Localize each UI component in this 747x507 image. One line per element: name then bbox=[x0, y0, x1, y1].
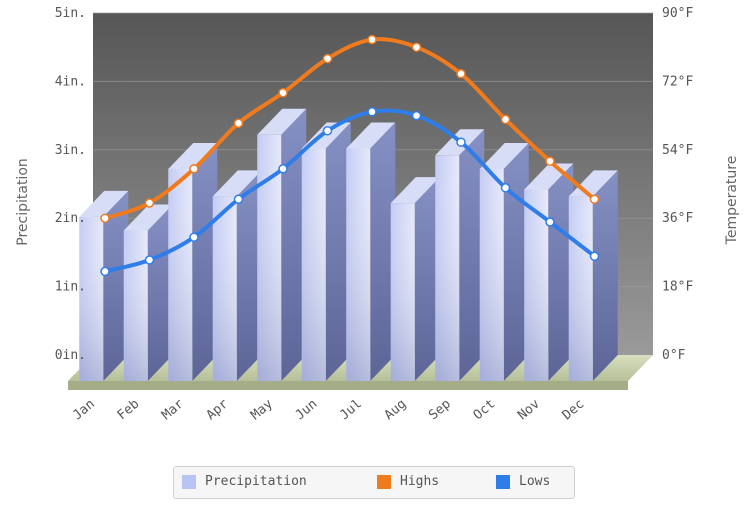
x-tick-label: May bbox=[248, 396, 276, 423]
lows-point bbox=[589, 251, 600, 261]
temperature-lines bbox=[100, 34, 600, 277]
left-tick-label: 2in. bbox=[55, 211, 86, 226]
precipitation-bar bbox=[168, 142, 218, 381]
x-tick-label: Oct bbox=[471, 397, 499, 424]
precipitation-bar bbox=[346, 122, 396, 381]
highs-swatch-icon bbox=[377, 474, 391, 489]
right-tick-label: 90°F bbox=[662, 6, 693, 21]
legend-label-highs: Highs bbox=[400, 474, 440, 489]
highs-point bbox=[144, 198, 155, 208]
x-tick-label: Sep bbox=[426, 396, 454, 423]
precipitation-bar bbox=[123, 204, 173, 381]
legend-item-lows: Lows bbox=[496, 474, 550, 489]
lows-line-series bbox=[100, 107, 600, 277]
left-axis-ticks: 0in. 1in. 2in. 3in. 4in. 5in. bbox=[55, 6, 86, 363]
lows-point bbox=[456, 137, 466, 147]
precipitation-bar bbox=[479, 142, 529, 381]
lows-point bbox=[411, 110, 422, 121]
right-tick-label: 54°F bbox=[662, 143, 693, 158]
highs-point bbox=[456, 69, 466, 79]
highs-point bbox=[100, 213, 110, 223]
legend: Precipitation Highs Lows bbox=[173, 466, 575, 499]
x-tick-label: Mar bbox=[159, 396, 187, 423]
precipitation-bar bbox=[301, 122, 351, 381]
right-tick-label: 36°F bbox=[662, 211, 693, 226]
highs-point bbox=[500, 114, 511, 125]
lows-point bbox=[278, 164, 288, 174]
precipitation-bar bbox=[79, 190, 129, 381]
left-tick-label: 5in. bbox=[55, 6, 86, 21]
x-tick-label: Nov bbox=[515, 396, 543, 423]
highs-line-series bbox=[100, 34, 600, 223]
lows-swatch-icon bbox=[496, 474, 510, 489]
lows-point bbox=[500, 183, 511, 193]
left-tick-label: 4in. bbox=[55, 74, 86, 89]
legend-item-precipitation: Precipitation bbox=[182, 474, 307, 489]
lows-point bbox=[367, 107, 377, 117]
precipitation-bar bbox=[524, 163, 574, 381]
lows-point bbox=[189, 232, 199, 242]
lows-point bbox=[233, 194, 244, 204]
highs-point bbox=[367, 34, 377, 45]
legend-item-highs: Highs bbox=[377, 474, 439, 489]
precipitation-bars bbox=[79, 108, 618, 381]
x-axis-ticks: Jan Feb Mar Apr May Jun Jul Aug Sep Oct Nov Dec bbox=[70, 396, 587, 423]
x-tick-label: Dec bbox=[560, 397, 588, 424]
x-tick-label: Aug bbox=[382, 397, 410, 424]
right-axis-ticks: 0°F 18°F 36°F 54°F 72°F 90°F bbox=[662, 6, 693, 363]
highs-point bbox=[589, 194, 600, 204]
x-tick-label: Apr bbox=[204, 396, 232, 423]
x-tick-label: Jun bbox=[293, 397, 321, 424]
precipitation-bar bbox=[212, 170, 262, 381]
right-axis-title: Temperature bbox=[724, 156, 740, 246]
legend-label-lows: Lows bbox=[519, 474, 551, 489]
highs-point bbox=[545, 156, 555, 166]
x-tick-label: Jul bbox=[337, 397, 365, 424]
plot-floor-front bbox=[68, 381, 628, 390]
lows-point bbox=[545, 217, 555, 227]
highs-point bbox=[322, 53, 333, 64]
x-tick-label: Jan bbox=[70, 397, 98, 424]
left-tick-label: 1in. bbox=[55, 280, 86, 295]
precipitation-bar bbox=[257, 108, 307, 381]
highs-point bbox=[189, 164, 199, 174]
highs-point bbox=[411, 42, 422, 52]
precipitation-bar bbox=[435, 129, 485, 381]
x-tick-label: Feb bbox=[115, 396, 143, 423]
left-tick-label: 3in. bbox=[55, 143, 86, 158]
precipitation-swatch-icon bbox=[182, 474, 196, 489]
left-axis-title: Precipitation bbox=[15, 158, 31, 246]
lows-point bbox=[100, 266, 110, 277]
left-tick-label: 0in. bbox=[55, 348, 86, 363]
right-tick-label: 0°F bbox=[662, 348, 686, 363]
lows-point bbox=[144, 255, 155, 265]
precipitation-bar bbox=[568, 170, 618, 381]
right-tick-label: 18°F bbox=[662, 280, 693, 295]
legend-label-precipitation: Precipitation bbox=[205, 474, 307, 489]
right-tick-label: 72°F bbox=[662, 74, 693, 89]
lows-point bbox=[322, 126, 333, 136]
highs-point bbox=[278, 88, 288, 98]
highs-point bbox=[233, 118, 244, 128]
precipitation-bar bbox=[390, 177, 440, 381]
